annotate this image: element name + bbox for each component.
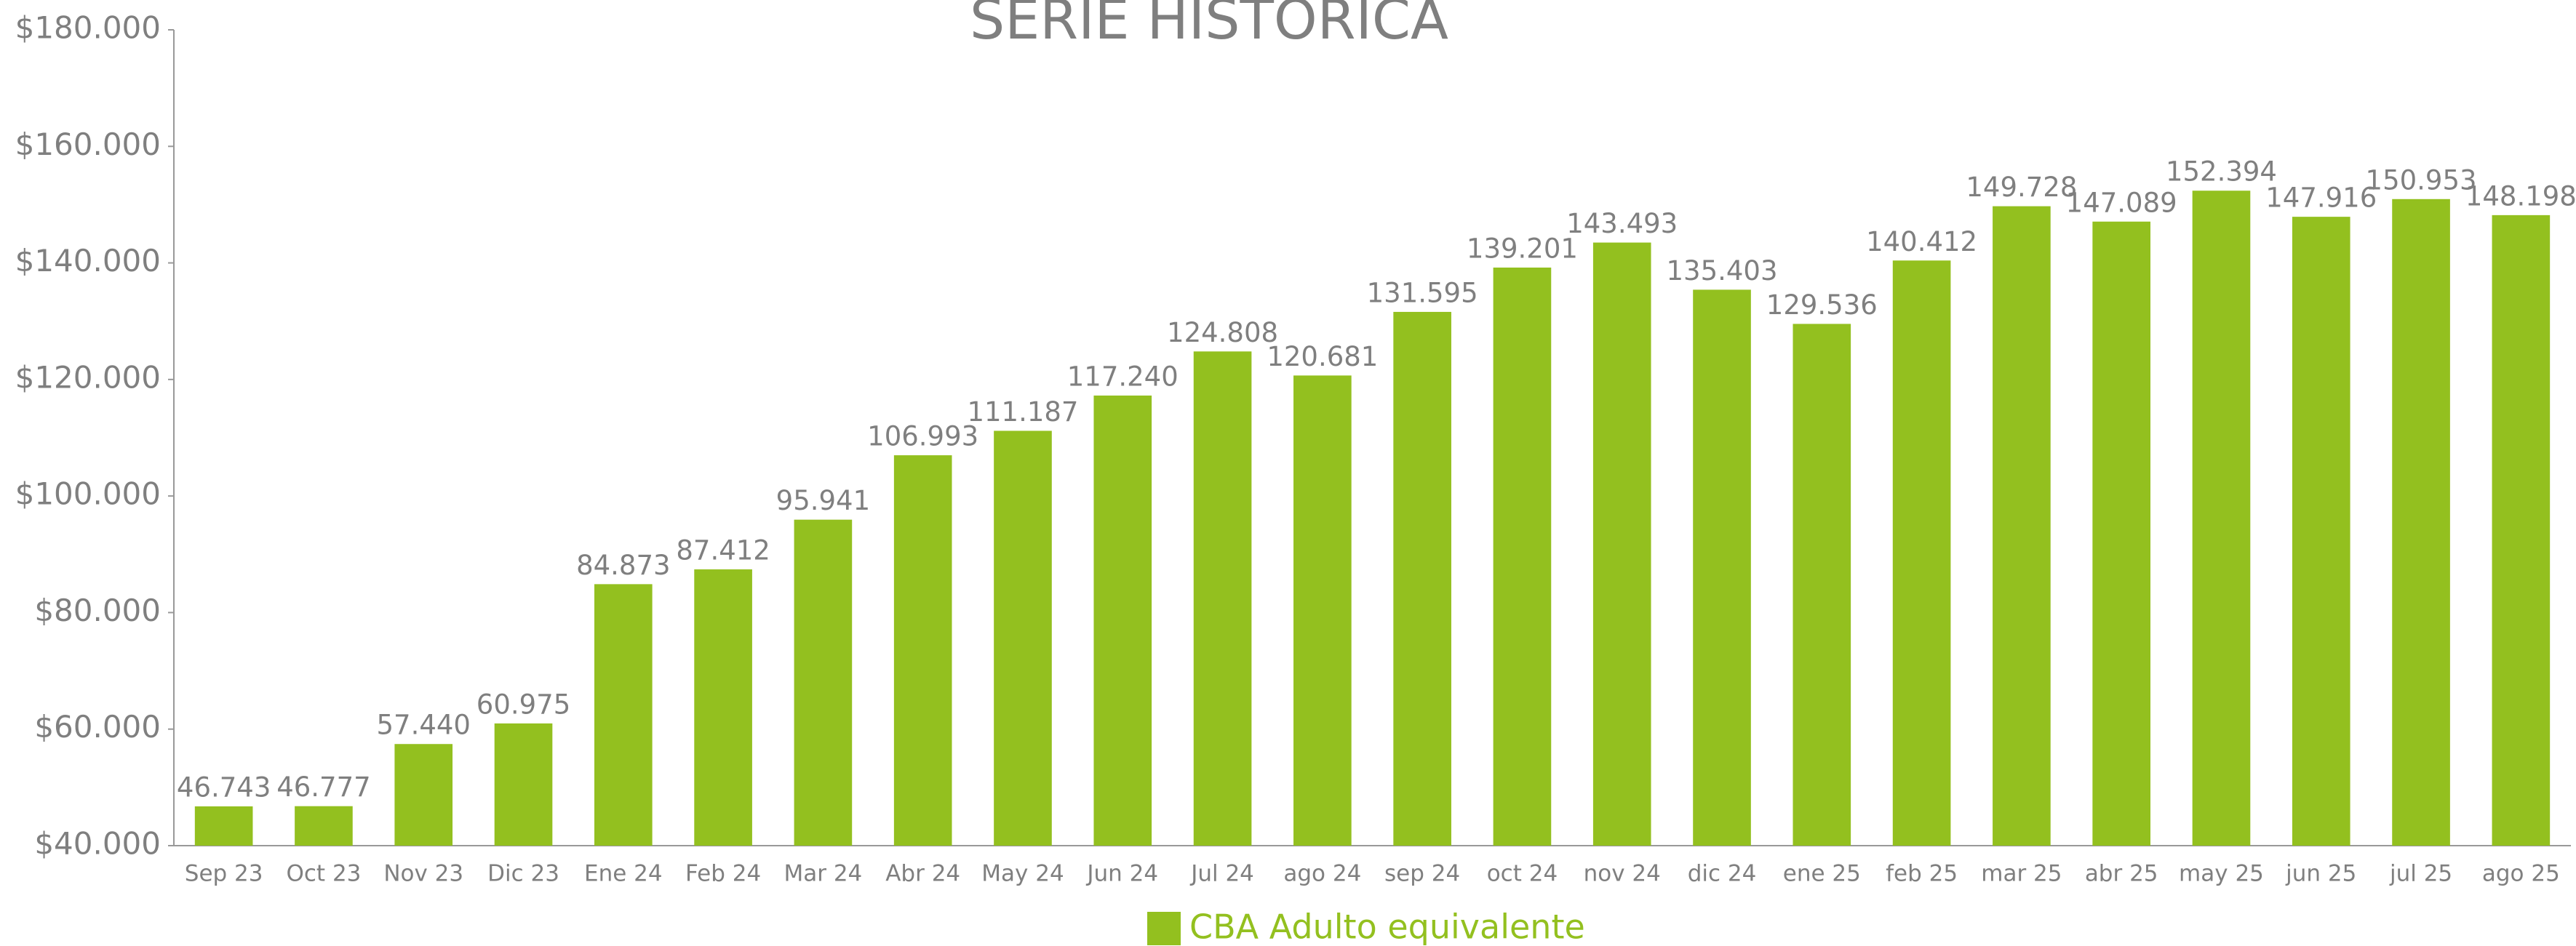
x-tick-label: nov 24 (1584, 861, 1661, 887)
bar (1693, 289, 1751, 846)
bar (994, 430, 1052, 846)
value-label: 148.198 (2465, 180, 2576, 212)
value-label: 129.536 (1766, 289, 1878, 321)
y-tick-label: $80.000 (34, 593, 161, 628)
x-tick-label: ago 25 (2482, 861, 2560, 887)
value-label: 120.681 (1267, 341, 1378, 372)
bar (2292, 217, 2350, 846)
bar (1193, 351, 1252, 846)
x-tick-label: Mar 24 (783, 861, 862, 887)
bar (2192, 191, 2251, 846)
value-label: 147.916 (2265, 183, 2377, 214)
x-tick-label: ene 25 (1783, 861, 1861, 887)
value-label: 111.187 (967, 396, 1078, 428)
x-tick-label: may 25 (2179, 861, 2264, 887)
bar (1793, 324, 1851, 846)
value-label: 84.873 (576, 550, 670, 581)
x-tick-label: jul 25 (2389, 861, 2452, 887)
value-label: 60.975 (476, 689, 570, 720)
x-tick-label: Oct 23 (286, 861, 361, 887)
chart-title: SERIE HISTORICA (970, 0, 1448, 52)
value-label: 143.493 (1566, 208, 1678, 239)
y-tick-label: $120.000 (15, 359, 161, 395)
bar (893, 455, 952, 846)
x-tick-label: dic 24 (1688, 861, 1757, 887)
value-label: 87.412 (676, 535, 770, 566)
bar (1393, 311, 1451, 846)
value-label: 57.440 (376, 710, 470, 741)
x-tick-label: sep 24 (1384, 861, 1460, 887)
bar (194, 806, 253, 846)
y-tick-label: $100.000 (15, 476, 161, 512)
x-tick-label: Sep 23 (185, 861, 263, 887)
x-tick-label: oct 24 (1487, 861, 1558, 887)
x-tick-label: Abr 24 (885, 861, 960, 887)
value-label: 135.403 (1667, 255, 1778, 286)
x-tick-label: Jul 24 (1189, 861, 1254, 887)
bar (1293, 375, 1352, 846)
bar (1892, 260, 1951, 846)
value-label: 95.941 (776, 485, 870, 516)
x-tick-label: May 24 (981, 861, 1064, 887)
bar (494, 723, 553, 846)
bar (694, 569, 752, 846)
x-tick-label: jun 25 (2285, 861, 2356, 887)
y-tick-label: $60.000 (34, 709, 161, 745)
y-tick-label: $140.000 (15, 243, 161, 278)
bar (1592, 242, 1651, 846)
legend-label: CBA Adulto equivalente (1189, 907, 1585, 946)
legend-swatch (1147, 912, 1181, 945)
x-tick-label: abr 25 (2085, 861, 2158, 887)
value-label: 152.394 (2166, 156, 2277, 188)
bar (594, 584, 653, 846)
bar (1993, 206, 2051, 846)
x-tick-label: Jun 24 (1085, 861, 1158, 887)
value-label: 139.201 (1467, 233, 1578, 264)
x-tick-label: Ene 24 (584, 861, 663, 887)
bar (1093, 395, 1152, 846)
value-label: 46.777 (276, 771, 370, 803)
bar (2092, 221, 2151, 846)
value-label: 117.240 (1067, 361, 1179, 392)
value-label: 46.743 (177, 771, 271, 803)
value-label: 106.993 (867, 421, 978, 452)
x-tick-label: Nov 23 (383, 861, 463, 887)
value-label: 124.808 (1167, 317, 1278, 348)
x-tick-label: ago 24 (1283, 861, 1361, 887)
bar (295, 806, 353, 846)
bar (2392, 199, 2450, 846)
bar (2492, 215, 2551, 846)
value-label: 149.728 (1966, 172, 2077, 203)
bar (1493, 267, 1552, 846)
value-label: 150.953 (2366, 164, 2477, 196)
value-label: 131.595 (1367, 277, 1478, 308)
x-tick-label: Feb 24 (685, 861, 761, 887)
y-tick-label: $40.000 (34, 826, 161, 862)
value-label: 147.089 (2066, 187, 2177, 218)
bar (794, 519, 853, 846)
x-tick-label: Dic 23 (487, 861, 559, 887)
bar (394, 744, 453, 846)
value-label: 140.412 (1866, 226, 1977, 257)
x-tick-label: mar 25 (1981, 861, 2062, 887)
x-tick-label: feb 25 (1886, 861, 1958, 887)
y-tick-label: $180.000 (15, 10, 161, 46)
y-tick-label: $160.000 (15, 127, 161, 162)
